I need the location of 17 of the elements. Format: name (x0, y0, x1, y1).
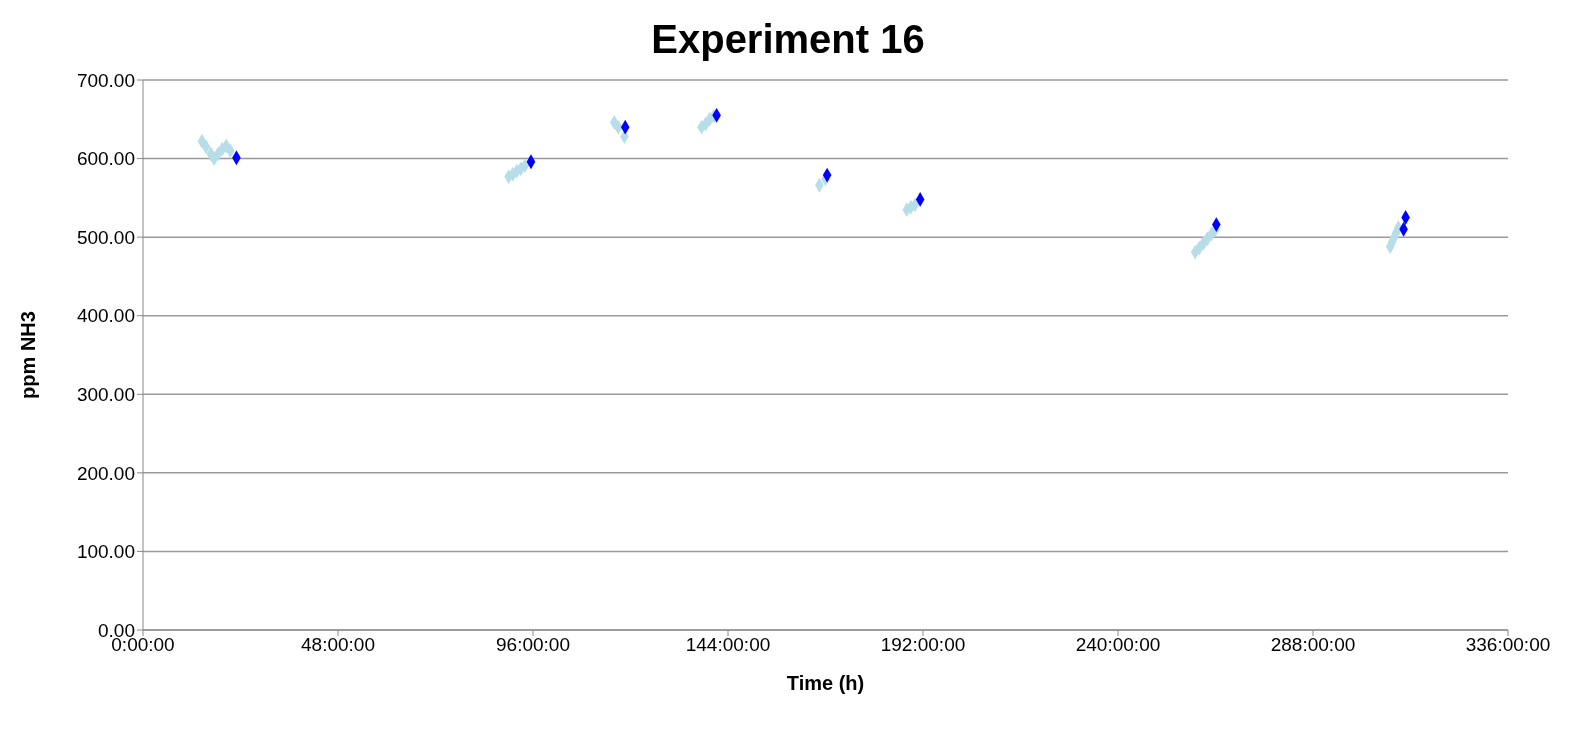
x-tick-label: 144:00:00 (685, 634, 771, 656)
x-tick-label: 336:00:00 (1465, 634, 1551, 656)
x-tick-label: 192:00:00 (880, 634, 966, 656)
y-axis-title: ppm NH3 (17, 311, 40, 399)
y-tick-label: 200.00 (76, 462, 135, 484)
y-tick-label: 300.00 (76, 384, 135, 406)
x-tick-label: 288:00:00 (1270, 634, 1356, 656)
x-tick-label: 240:00:00 (1075, 634, 1161, 656)
x-tick-label: 48:00:00 (301, 634, 375, 656)
y-tick-label: 500.00 (76, 226, 135, 248)
y-tick-label: 400.00 (76, 305, 135, 327)
x-axis-title: Time (h) (786, 672, 865, 694)
chart-title: Experiment 16 (650, 16, 926, 63)
y-tick-label: 700.00 (76, 69, 135, 91)
y-tick-label: 100.00 (76, 541, 135, 563)
x-tick-label: 96:00:00 (496, 634, 570, 656)
y-tick-label: 600.00 (76, 148, 135, 170)
